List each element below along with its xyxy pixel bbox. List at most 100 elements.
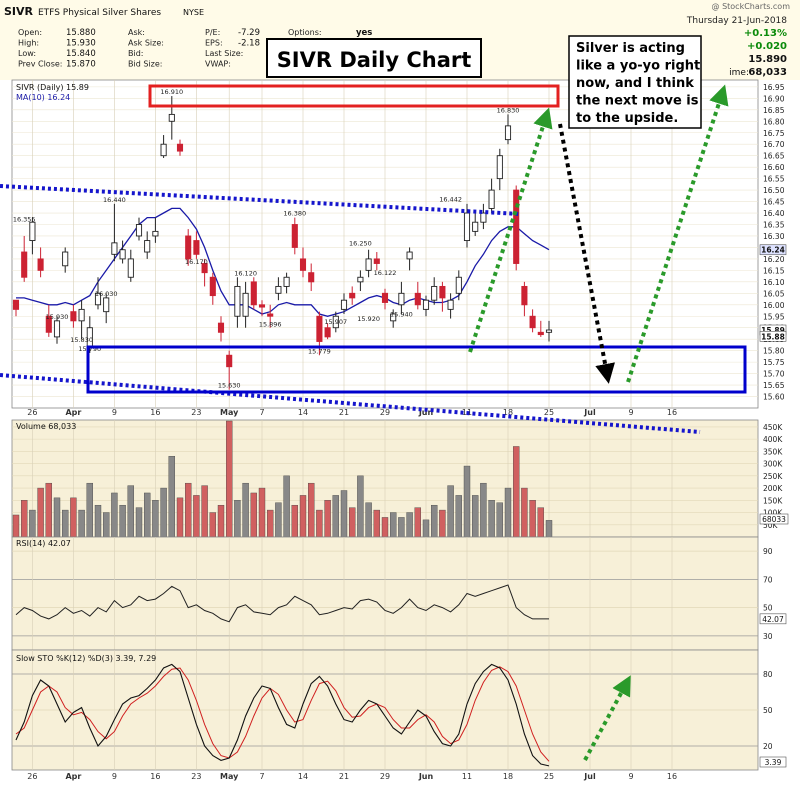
volume-bar: [29, 509, 36, 538]
exchange-text: NYSE: [183, 8, 204, 17]
last-price-tag: [759, 244, 787, 256]
volume-bar: [152, 500, 159, 538]
volume-bar: [21, 500, 28, 538]
comment-line: like a yo-yo right: [576, 59, 700, 74]
volume-bar: [308, 482, 315, 538]
candle-body: [504, 125, 512, 141]
candle-body: [373, 258, 380, 264]
y-tick-label: 16.05: [763, 289, 785, 298]
candle-body: [349, 292, 356, 299]
volume-bar: [45, 482, 52, 538]
candle-body: [119, 249, 126, 260]
volume-bar: [86, 482, 94, 538]
candle-body: [390, 313, 397, 322]
volume-bar: [168, 456, 176, 538]
candle-body: [488, 189, 495, 209]
candle-body: [250, 281, 257, 306]
price-legend: SIVR (Daily) 15.89: [16, 83, 89, 92]
volume-bar: [176, 497, 184, 538]
volume-bar: [258, 487, 266, 538]
y-tick-label: 16.10: [763, 278, 785, 287]
green-arrow-3: [583, 675, 631, 761]
candle-body: [53, 320, 61, 338]
header-field-value: 15.880: [66, 28, 96, 38]
last-price-tag: [759, 331, 787, 342]
price-label: 15.830: [70, 336, 93, 344]
candle-body: [521, 285, 528, 306]
volume-bar: [70, 497, 77, 538]
header-fields: Open: 15.880 High: 15.930 Low: 15.840 Prev Clo…: [18, 28, 372, 70]
volume-bar: [234, 500, 241, 538]
change-text: +0.020: [747, 41, 787, 52]
header-field-label: Bid Size:: [128, 60, 162, 69]
header-field-label: VWAP:: [205, 60, 231, 69]
candle-body: [193, 240, 200, 255]
candle-body: [94, 292, 102, 306]
candle-body: [160, 143, 167, 157]
y-tick-label: 90: [763, 547, 773, 556]
candle-body: [283, 276, 290, 287]
candle-body: [78, 308, 85, 322]
candle-body: [144, 240, 151, 253]
volume-bar: [455, 495, 462, 538]
x-tick-label: 29: [380, 408, 390, 417]
candle-body: [242, 292, 249, 317]
sto-panel: 20 50 80 26 Apr 9 16 23 May 7 14 21 29 Jun 11 18 25 Jul 9 1…: [11, 649, 787, 781]
last-price-text: 15.890: [748, 54, 787, 65]
price-label: 16.250: [349, 239, 372, 247]
volume-legend: Volume 68,033: [16, 422, 76, 431]
price-label: 16.442: [439, 195, 462, 203]
y-tick-label: 15.70: [763, 370, 785, 379]
candle-body: [455, 276, 462, 294]
price-label: 15.790: [78, 345, 101, 353]
volume-bar: [529, 500, 536, 538]
header-field-label: Low:: [18, 49, 36, 58]
x-tick-label: 23: [191, 408, 201, 417]
y-tick-label: 250K: [763, 472, 783, 481]
header-field-value: -7.29: [238, 28, 260, 38]
x-tick-label: 7: [259, 772, 264, 781]
candle-body: [37, 258, 44, 271]
volume-bar: [78, 509, 85, 538]
header-field-label: Ask Size:: [128, 39, 164, 48]
price-label: 16.380: [283, 210, 306, 218]
candle-body: [21, 251, 28, 278]
header-field-label: Last Size:: [205, 49, 243, 58]
candle-body: [463, 212, 471, 242]
volume-bar: [439, 509, 446, 538]
candle-body: [185, 235, 192, 260]
volume-bar: [390, 512, 397, 538]
ma-legend: MA(10) 16.24: [16, 93, 70, 102]
header-field-value: 15.870: [66, 60, 96, 70]
price-label: 15.930: [46, 313, 69, 321]
price-label: 16.830: [497, 106, 520, 114]
candle-body: [381, 292, 389, 303]
x-tick-label: 29: [380, 772, 390, 781]
candle-body: [176, 143, 184, 152]
volume-text: 68,033: [748, 67, 787, 78]
candle-body: [496, 155, 503, 180]
volume-bar: [463, 465, 471, 538]
volume-bar: [242, 482, 249, 538]
y-tick-label: 16.60: [763, 163, 785, 172]
volume-bar: [414, 507, 421, 538]
candle-body: [537, 331, 544, 336]
volume-bar: [143, 492, 151, 538]
y-tick-label: 50: [763, 604, 773, 613]
y-tick-label: 16.70: [763, 140, 785, 149]
candle-body: [103, 297, 110, 313]
comment-line: now, and I think: [576, 76, 694, 91]
comment-line: the next move is: [576, 94, 699, 109]
y-tick-label: 30: [763, 632, 773, 641]
y-tick-label: 400K: [763, 435, 783, 444]
candle-body: [414, 292, 421, 306]
sto-last-tag: [759, 756, 787, 768]
sto-last-tag-text: 3.39: [765, 758, 782, 767]
header-field-label: Bid:: [128, 49, 143, 58]
candle-body: [62, 251, 69, 267]
x-tick-label: Jul: [583, 408, 596, 417]
volume-bar: [447, 485, 454, 538]
x-tick-label: Jun: [418, 408, 434, 417]
y-tick-label: 16.65: [763, 152, 785, 161]
